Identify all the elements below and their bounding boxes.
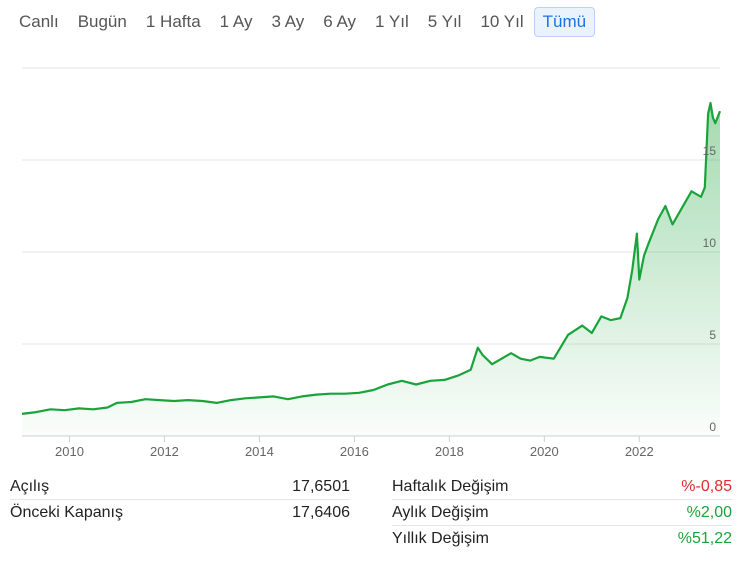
stat-row-monthly-change: Aylık Değişim %2,00 (392, 500, 732, 526)
tab-10-years[interactable]: 10 Yıl (480, 12, 524, 31)
range-tabs: Canlı Bugün 1 Hafta 1 Ay 3 Ay 6 Ay 1 Yıl… (10, 6, 596, 38)
price-chart[interactable]: 0 5 10 15 2010 2012 2014 2016 2018 2020 2022 (0, 48, 740, 468)
stats-left: Açılış 17,6501 Önceki Kapanış 17,6406 (10, 474, 350, 525)
tab-6-months[interactable]: 6 Ay (323, 12, 357, 31)
stat-value: 17,6406 (292, 503, 350, 521)
stats-right: Haftalık Değişim %-0,85 Aylık Değişim %2… (392, 474, 732, 551)
tab-1-year[interactable]: 1 Yıl (375, 12, 409, 31)
x-tick-label: 2012 (150, 444, 179, 459)
stat-value: %51,22 (677, 529, 732, 547)
x-tick-label: 2022 (625, 444, 654, 459)
stat-value: %-0,85 (681, 477, 732, 495)
tab-5-years[interactable]: 5 Yıl (427, 12, 462, 31)
tab-1-week[interactable]: 1 Hafta (145, 12, 201, 31)
stat-label: Açılış (10, 477, 50, 495)
price-line (21, 101, 722, 415)
tab-1-month[interactable]: 1 Ay (219, 12, 253, 31)
x-tick-label: 2020 (530, 444, 559, 459)
x-tick-label: 2014 (245, 444, 274, 459)
tab-live[interactable]: Canlı (19, 12, 59, 31)
stat-label: Yıllık Değişim (392, 529, 489, 547)
stat-row-prev-close: Önceki Kapanış 17,6406 (10, 500, 350, 525)
y-tick-label: 10 (703, 236, 717, 250)
price-area (22, 103, 720, 436)
stat-value: %2,00 (686, 503, 732, 521)
stat-row-open: Açılış 17,6501 (10, 474, 350, 500)
x-tick-label: 2018 (435, 444, 464, 459)
tab-3-months[interactable]: 3 Ay (271, 12, 305, 31)
stat-row-yearly-change: Yıllık Değişim %51,22 (392, 526, 732, 551)
stat-label: Aylık Değişim (392, 503, 489, 521)
stat-row-weekly-change: Haftalık Değişim %-0,85 (392, 474, 732, 500)
x-tick-label: 2010 (55, 444, 84, 459)
y-tick-label: 0 (709, 420, 716, 434)
tab-all[interactable]: Tümü (533, 7, 596, 37)
stat-value: 17,6501 (292, 477, 350, 495)
tab-today[interactable]: Bugün (77, 12, 127, 31)
y-tick-label: 15 (703, 144, 717, 158)
stat-label: Önceki Kapanış (10, 503, 123, 521)
y-tick-label: 5 (709, 328, 716, 342)
stat-label: Haftalık Değişim (392, 477, 509, 495)
x-tick-label: 2016 (340, 444, 369, 459)
